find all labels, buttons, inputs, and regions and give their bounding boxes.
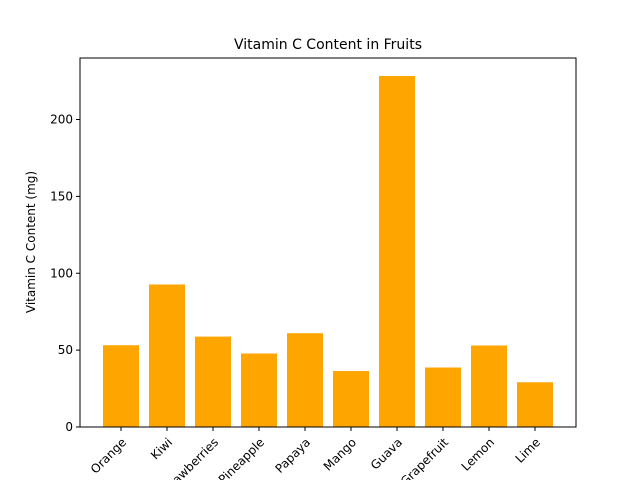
- y-tick-label: 100: [50, 266, 73, 280]
- bar-kiwi: [149, 284, 185, 427]
- y-tick-label: 200: [50, 113, 73, 127]
- x-tick-label: Orange: [88, 435, 129, 476]
- y-tick-label: 150: [50, 189, 73, 203]
- bar-grapefruit: [425, 367, 461, 427]
- bar-papaya: [287, 333, 323, 427]
- x-tick-label: Papaya: [272, 435, 313, 476]
- bar-orange: [103, 345, 139, 427]
- bar-strawberries: [195, 336, 231, 427]
- y-tick-label: 0: [65, 420, 73, 434]
- bar-mango: [333, 371, 369, 427]
- bar-pineapple: [241, 353, 277, 427]
- y-axis: 0 50 100 150 200: [50, 113, 80, 434]
- plot-frame: [79, 57, 577, 428]
- bar-lemon: [471, 345, 507, 427]
- x-tick-label: Mango: [321, 435, 359, 473]
- bars-group: [103, 75, 553, 428]
- x-tick-label: Kiwi: [148, 435, 175, 462]
- bar-guava: [379, 75, 415, 428]
- x-tick-label: Guava: [368, 435, 405, 472]
- x-tick-label: Lemon: [459, 435, 498, 474]
- bar-lime: [517, 382, 553, 427]
- y-tick-label: 50: [58, 343, 73, 357]
- chart-title: Vitamin C Content in Fruits: [234, 37, 422, 53]
- y-axis-label: Vitamin C Content (mg): [24, 171, 38, 313]
- x-tick-label: Grapefruit: [398, 435, 452, 480]
- x-tick-label: Lime: [513, 435, 543, 465]
- x-tick-label: Pineapple: [216, 435, 267, 480]
